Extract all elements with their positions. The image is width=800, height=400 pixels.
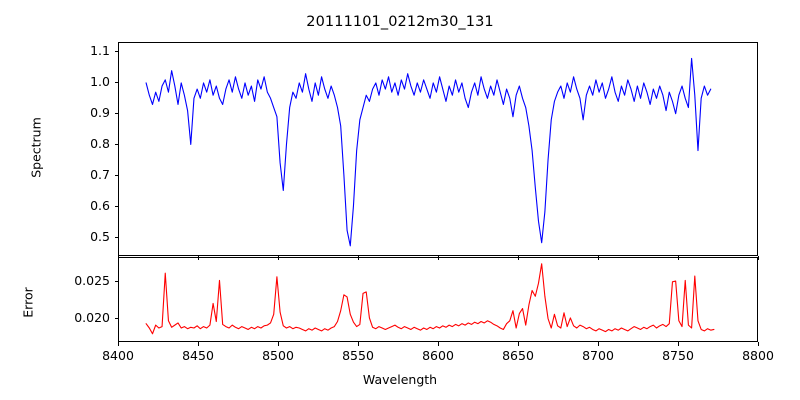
x-tick-mark-error	[678, 342, 679, 346]
x-tick-label: 8550	[342, 348, 374, 363]
x-tick-mark-spectrum	[598, 256, 599, 260]
x-tick-mark-spectrum	[518, 256, 519, 260]
y-tick-mark-error	[114, 318, 118, 320]
y-tick-label-spectrum: 1.0	[90, 74, 110, 90]
x-tick-mark-spectrum	[758, 256, 759, 260]
x-tick-mark-spectrum	[118, 256, 119, 260]
spectrum-line-series	[119, 43, 757, 255]
x-tick-mark-spectrum	[358, 256, 359, 260]
spectrum-plot-area	[118, 42, 758, 256]
x-tick-label: 8600	[422, 348, 454, 363]
y-tick-mark-error	[114, 281, 118, 283]
x-tick-label: 8450	[182, 348, 214, 363]
y-tick-label-spectrum: 0.8	[90, 136, 110, 152]
y-tick-mark-spectrum	[114, 237, 118, 239]
y-tick-label-spectrum: 0.5	[90, 229, 110, 245]
y-tick-label-spectrum: 0.9	[90, 105, 110, 121]
x-tick-mark-spectrum	[678, 256, 679, 260]
x-tick-mark-error	[598, 342, 599, 346]
x-tick-mark-error	[358, 342, 359, 346]
y-tick-label-error: 0.025	[74, 273, 110, 289]
x-tick-mark-spectrum	[438, 256, 439, 260]
x-tick-mark-error	[278, 342, 279, 346]
x-axis-title: Wavelength	[362, 372, 438, 387]
x-tick-label: 8750	[662, 348, 694, 363]
y-tick-mark-spectrum	[114, 51, 118, 53]
x-tick-mark-error	[518, 342, 519, 346]
y-tick-label-spectrum: 0.6	[90, 198, 110, 214]
x-tick-mark-error	[118, 342, 119, 346]
y-tick-mark-spectrum	[114, 175, 118, 177]
x-tick-label: 8650	[502, 348, 534, 363]
x-tick-mark-error	[438, 342, 439, 346]
x-tick-label: 8800	[742, 348, 774, 363]
x-tick-mark-spectrum	[198, 256, 199, 260]
y-tick-mark-spectrum	[114, 113, 118, 115]
y-tick-mark-spectrum	[114, 82, 118, 84]
y-axis-title-error: Error	[20, 287, 36, 318]
y-tick-label-error: 0.020	[74, 310, 110, 326]
error-line-series	[119, 258, 757, 341]
error-plot-area	[118, 257, 758, 342]
y-tick-mark-spectrum	[114, 206, 118, 208]
x-tick-label: 8700	[582, 348, 614, 363]
x-tick-mark-spectrum	[278, 256, 279, 260]
y-tick-label-spectrum: 0.7	[90, 167, 110, 183]
x-tick-mark-error	[758, 342, 759, 346]
x-tick-label: 8400	[102, 348, 134, 363]
x-tick-label: 8500	[262, 348, 294, 363]
y-tick-mark-spectrum	[114, 144, 118, 146]
x-tick-mark-error	[198, 342, 199, 346]
page-title: 20111101_0212m30_131	[306, 14, 494, 30]
y-axis-title-spectrum: Spectrum	[28, 117, 44, 178]
y-tick-label-spectrum: 1.1	[90, 43, 110, 59]
